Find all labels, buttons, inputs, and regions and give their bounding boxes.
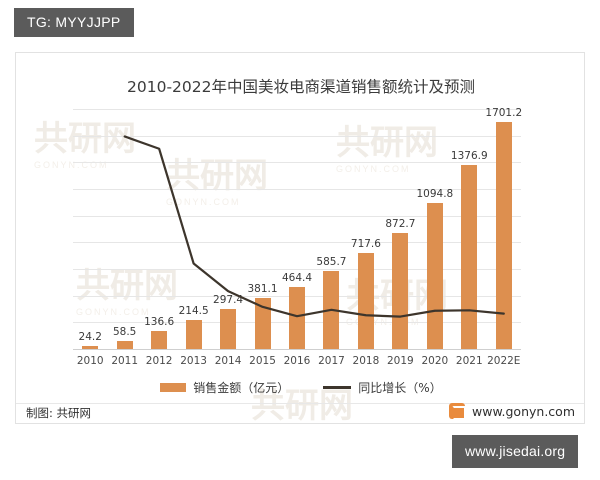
chart-legend: 销售金额（亿元） 同比增长（%） (16, 379, 584, 396)
gridline (73, 242, 521, 244)
chart-title: 2010-2022年中国美妆电商渠道销售额统计及预测 (127, 78, 475, 96)
bar-value-label: 717.6 (350, 238, 381, 251)
gridline (73, 349, 521, 350)
x-axis-tick-2018: 2018 (352, 355, 380, 367)
legend-line-label: 同比增长（%） (358, 381, 442, 395)
x-axis-tick-2015: 2015 (249, 355, 276, 367)
gonyn-logo-icon (449, 403, 466, 420)
x-axis-tick-2012: 2012 (145, 355, 173, 367)
legend-item-line[interactable]: 同比增长（%） (323, 379, 442, 396)
gridline (73, 215, 521, 217)
tg-watermark-badge: TG: MYYJJPP (14, 8, 134, 37)
site-attribution: www.gonyn.com (449, 403, 575, 420)
gridline (73, 189, 521, 190)
bar-value-label: 1376.9 (450, 150, 488, 163)
bar-2015[interactable] (254, 298, 271, 349)
bar-value-label: 58.5 (112, 326, 137, 339)
bar-2011[interactable] (116, 341, 133, 349)
bar-2019[interactable] (392, 232, 409, 349)
growth-rate-polyline (123, 135, 505, 318)
gridline (73, 135, 521, 137)
site-url-text: www.gonyn.com (472, 403, 575, 419)
x-axis-tick-2014: 2014 (214, 355, 242, 367)
x-axis-tick-2021: 2021 (455, 355, 483, 367)
bar-2010[interactable] (82, 345, 99, 349)
x-axis-tick-2016: 2016 (283, 355, 311, 367)
bar-2013[interactable] (185, 320, 202, 349)
x-axis-tick-2020: 2020 (421, 355, 449, 367)
legend-bar-swatch-icon (160, 383, 187, 392)
plot-area: 0200400600800100012001400160018000.0%20.… (73, 107, 522, 367)
bar-value-label: 24.2 (78, 330, 102, 343)
bar-value-label: 464.4 (281, 272, 313, 285)
x-axis-tick-2019: 2019 (387, 355, 414, 367)
bar-2018[interactable] (357, 253, 374, 349)
chart-card: 共研网 GONYN.COM 共研网 GONYN.COM 共研网 GONYN.CO… (15, 52, 585, 424)
bar-2022E[interactable] (495, 122, 512, 349)
gridline (73, 162, 521, 164)
x-axis-tick-2017: 2017 (318, 355, 345, 367)
bar-value-label: 1094.8 (416, 188, 454, 201)
gridline (73, 109, 521, 110)
x-axis-tick-2011: 2011 (111, 355, 139, 367)
bar-2014[interactable] (220, 309, 237, 349)
x-axis-tick-2013: 2013 (180, 355, 207, 367)
bar-value-label: 381.1 (247, 283, 278, 296)
growth-rate-line-series (123, 135, 505, 318)
x-axis-tick-2010: 2010 (76, 355, 104, 367)
chart-credit: 制图: 共研网 (26, 406, 92, 420)
bar-2016[interactable] (289, 287, 305, 349)
legend-item-bar[interactable]: 销售金额（亿元） (160, 379, 289, 396)
legend-line-swatch-icon (323, 386, 352, 389)
legend-bar-label: 销售金额（亿元） (193, 381, 290, 395)
bar-value-label: 136.6 (144, 315, 175, 328)
bar-value-label: 872.7 (385, 217, 416, 230)
bar-value-label: 214.5 (178, 305, 209, 318)
bar-2021[interactable] (461, 165, 478, 349)
bar-value-label: 297.4 (213, 294, 244, 307)
bar-value-label: 1701.2 (485, 107, 523, 120)
footer-divider (16, 403, 584, 404)
x-axis-tick-2022E: 2022E (487, 355, 521, 367)
jisedai-watermark-badge: www.jisedai.org (452, 435, 579, 468)
gridline (73, 269, 521, 270)
bar-value-label: 585.7 (316, 255, 347, 268)
bar-2012[interactable] (151, 330, 168, 349)
